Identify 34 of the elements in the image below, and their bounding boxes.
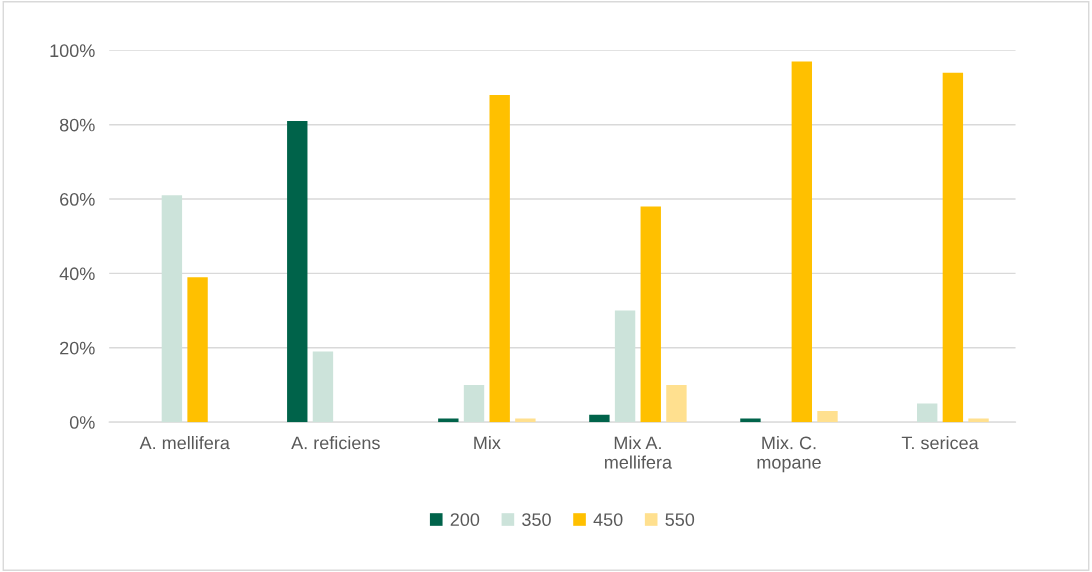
legend-label: 550 xyxy=(665,513,695,527)
bar xyxy=(463,384,485,423)
bar xyxy=(187,277,208,423)
x-tick-label: Mix. C. mopane xyxy=(757,436,821,473)
bar xyxy=(489,94,510,423)
y-tick-label: 100% xyxy=(50,44,95,58)
bar xyxy=(287,120,308,423)
x-tick-label: T. sericea xyxy=(901,436,979,450)
bar xyxy=(438,418,459,423)
bar xyxy=(740,418,761,423)
y-tick-label: 20% xyxy=(60,341,95,355)
bar xyxy=(640,206,661,423)
bar xyxy=(515,418,536,423)
x-tick-label: Mix xyxy=(474,436,501,450)
bar xyxy=(968,418,989,423)
bar xyxy=(916,403,938,423)
bar xyxy=(666,384,687,423)
x-tick-label: A. mellifera xyxy=(139,436,230,450)
bar xyxy=(589,414,610,423)
bar xyxy=(791,61,813,423)
legend-label: 450 xyxy=(593,513,623,527)
y-tick-label: 40% xyxy=(59,267,95,281)
bar xyxy=(161,195,183,423)
bar xyxy=(817,410,838,423)
y-tick-label: 60% xyxy=(60,192,95,206)
bar xyxy=(614,310,636,423)
bar xyxy=(312,351,334,423)
x-tick-label: A. reficiens xyxy=(291,436,380,450)
legend-label: 350 xyxy=(522,513,551,527)
x-tick-label: Mix A. mellifera xyxy=(605,436,673,469)
legend-label: 200 xyxy=(450,513,480,527)
y-tick-label: 0% xyxy=(69,416,95,429)
y-tick-label: 80% xyxy=(59,118,95,132)
bar xyxy=(942,72,964,423)
